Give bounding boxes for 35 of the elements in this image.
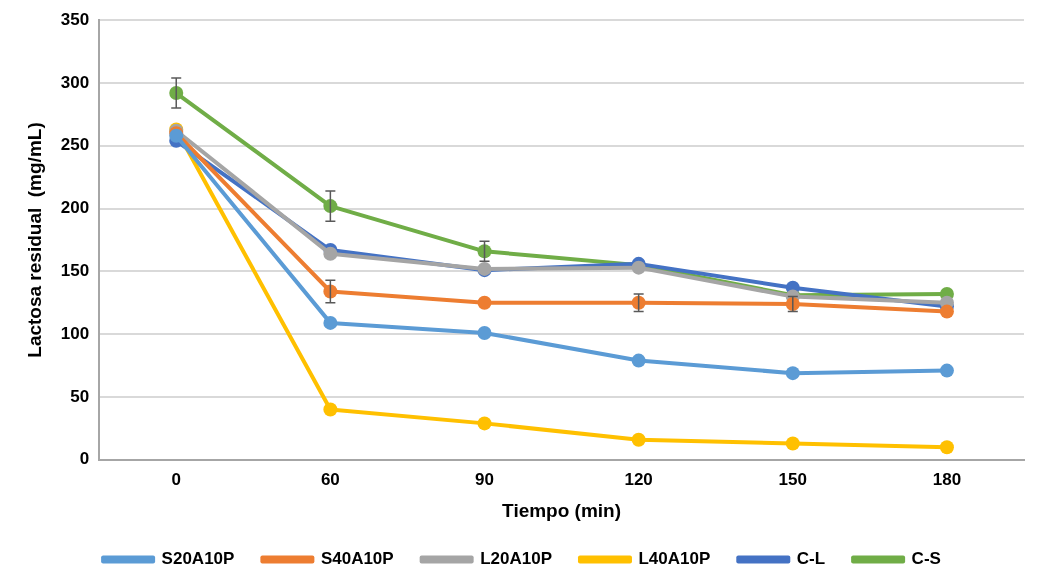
point	[785, 366, 800, 381]
point	[785, 436, 800, 451]
x-tick-label: 150	[778, 469, 807, 489]
y-tick-label: 200	[60, 198, 90, 218]
x-tick-label: 60	[320, 469, 340, 489]
point	[939, 363, 954, 378]
y-tick-label: 250	[60, 135, 90, 155]
point	[323, 199, 338, 214]
legend-label: C-L	[796, 549, 826, 569]
x-tick-label: 120	[624, 469, 653, 489]
y-tick-label: 150	[60, 261, 90, 281]
legend-label: C-S	[911, 549, 941, 569]
point	[477, 416, 492, 431]
point	[477, 295, 492, 310]
x-axis-title: Tiempo (min)	[502, 499, 622, 521]
y-tick-label: 0	[79, 449, 90, 469]
legend-label: S20A10P	[161, 549, 235, 569]
point	[323, 315, 338, 330]
point	[939, 440, 954, 455]
point	[939, 304, 954, 319]
y-axis-title: Lactosa residual (mg/mL)	[23, 122, 45, 358]
x-tick-label: 90	[475, 469, 494, 489]
x-tick-label: 180	[932, 469, 962, 489]
y-tick-label: 50	[70, 386, 90, 406]
y-tick-label: 350	[60, 9, 90, 29]
point	[477, 325, 492, 340]
x-tick-label: 0	[171, 469, 181, 489]
point	[631, 432, 646, 447]
legend-label: L40A10P	[638, 549, 711, 569]
legend-label: L20A10P	[480, 549, 552, 569]
y-tick-label: 300	[60, 72, 90, 92]
point	[631, 353, 646, 368]
point	[323, 402, 338, 417]
legend-label: S40A10P	[320, 549, 394, 569]
y-tick-label: 100	[60, 323, 90, 343]
